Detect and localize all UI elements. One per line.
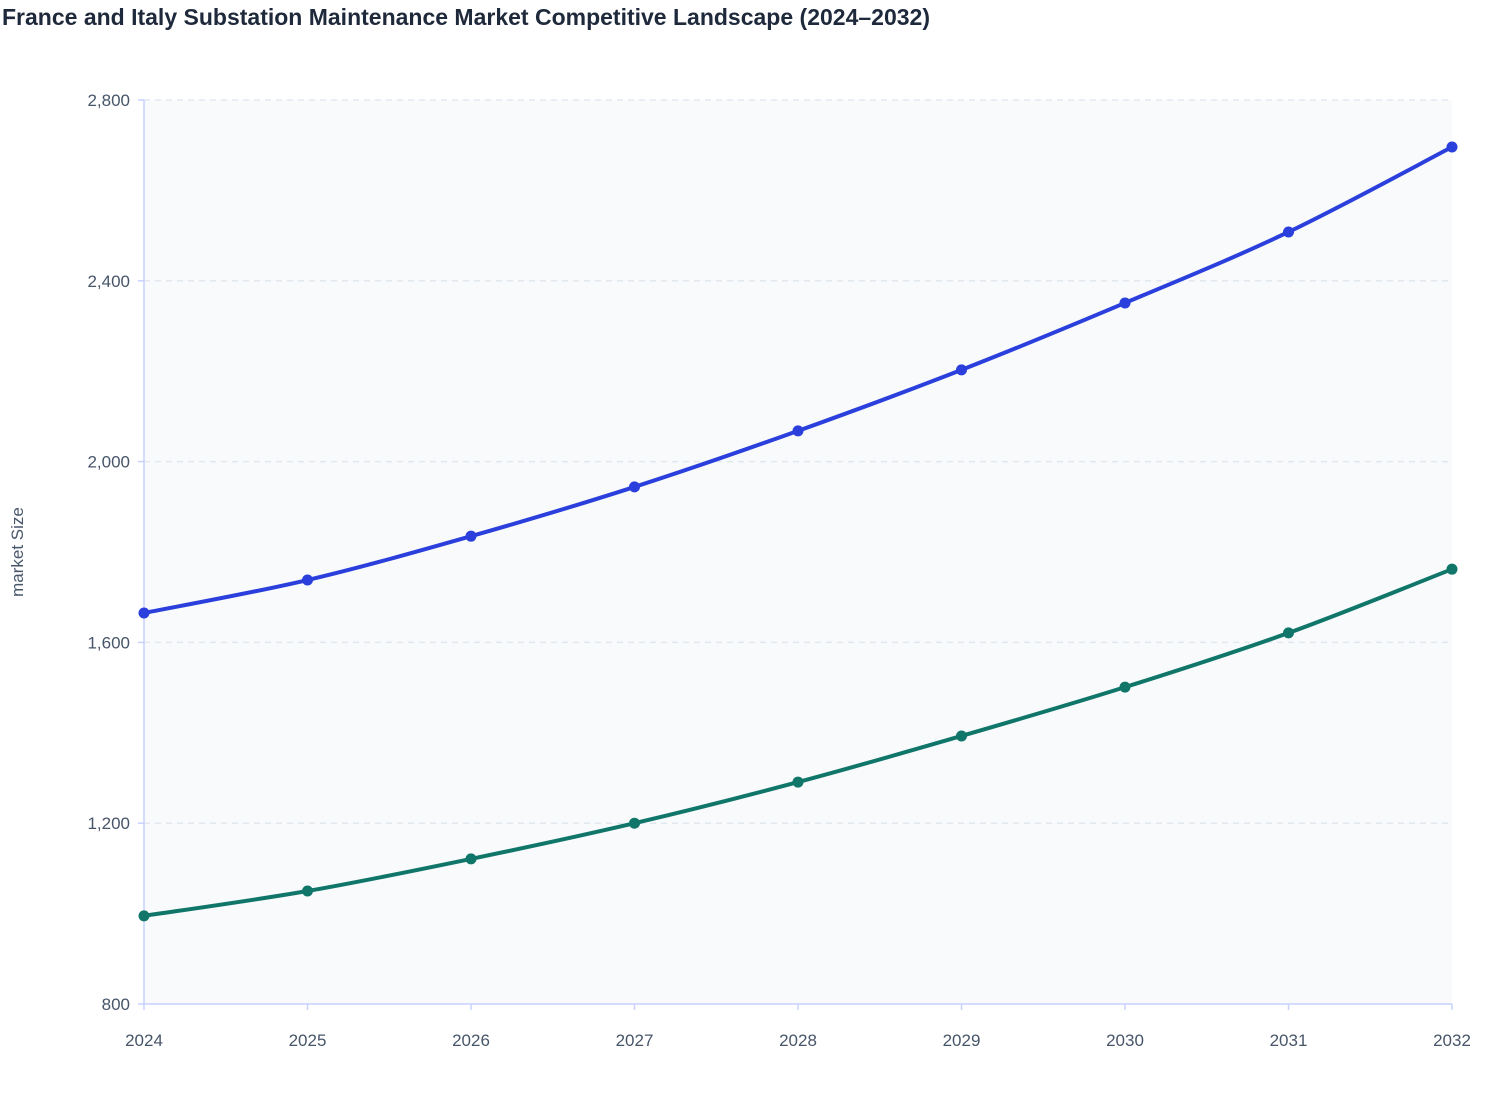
series-1-point	[956, 730, 967, 742]
series-1-point	[1119, 681, 1131, 693]
x-tick-label: 2027	[616, 1031, 654, 1050]
series-1-point	[792, 776, 804, 788]
series-0-point	[792, 425, 804, 437]
series-0-point	[138, 607, 150, 619]
series-1-point	[1283, 627, 1294, 639]
series-0-point	[302, 574, 313, 586]
plot-background	[144, 100, 1452, 1004]
y-tick-label: 2,400	[87, 272, 130, 291]
x-tick-label: 2031	[1270, 1031, 1308, 1050]
x-tick-label: 2029	[943, 1031, 981, 1050]
chart-title: France and Italy Substation Maintenance …	[2, 4, 930, 30]
series-0-point	[1446, 141, 1458, 153]
x-tick-label: 2026	[452, 1031, 490, 1050]
y-tick-label: 2,800	[87, 91, 130, 110]
y-axis-label: market Size	[8, 507, 27, 597]
series-0-point	[956, 364, 967, 376]
series-0-point	[465, 530, 477, 542]
x-tick-label: 2032	[1433, 1031, 1471, 1050]
series-1-line	[143, 567, 1453, 918]
x-tick-label: 2028	[779, 1031, 817, 1050]
series-1-point	[465, 853, 477, 865]
y-tick-label: 1,600	[87, 633, 130, 652]
series-0-point	[1119, 297, 1131, 309]
x-tick-label: 2024	[125, 1031, 163, 1050]
series-1-point	[138, 910, 150, 922]
y-tick-label: 800	[102, 995, 130, 1014]
y-tick-label: 2,000	[87, 453, 130, 472]
y-tick-label: 1,200	[87, 814, 130, 833]
x-tick-label: 2030	[1106, 1031, 1144, 1050]
series-1-point	[1446, 563, 1458, 575]
x-tick-label: 2025	[289, 1031, 327, 1050]
series-0-point	[629, 481, 640, 493]
series-0-point	[1283, 226, 1294, 238]
series-1-point	[629, 817, 640, 829]
series-1-point	[302, 885, 313, 897]
